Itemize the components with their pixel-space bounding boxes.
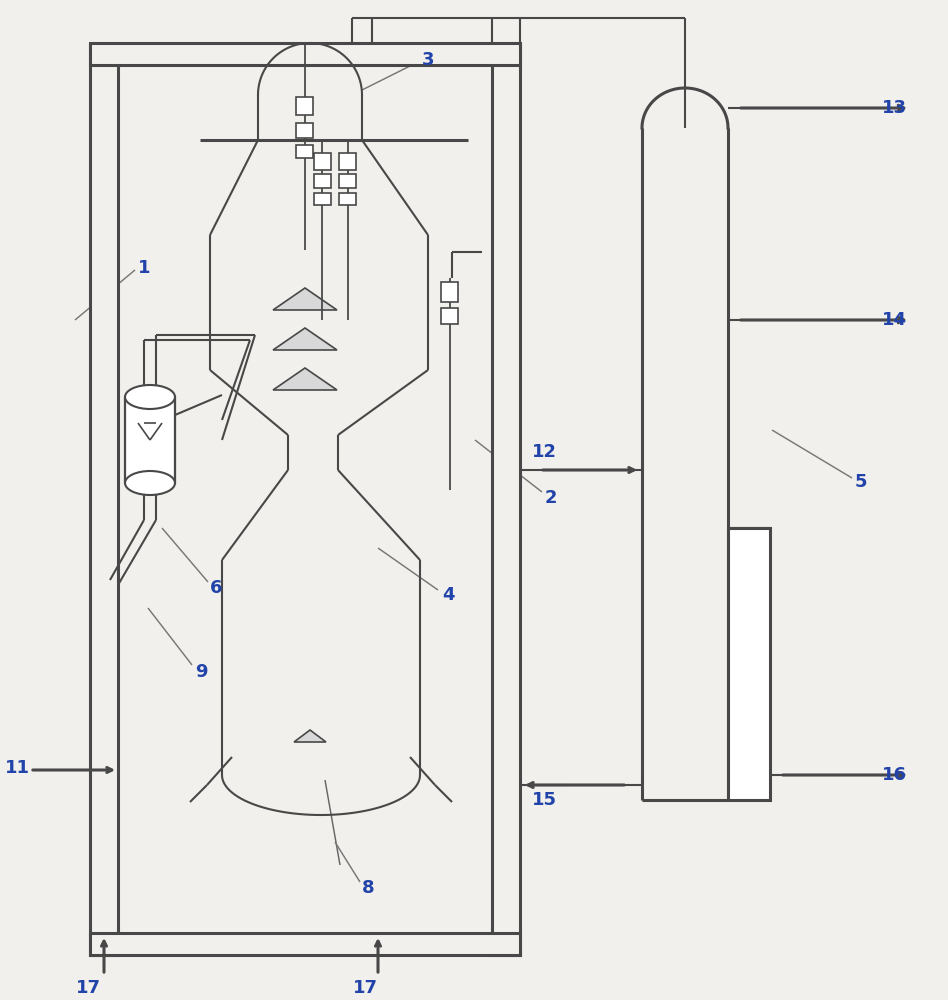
Polygon shape — [273, 288, 337, 310]
Ellipse shape — [125, 471, 175, 495]
Text: 1: 1 — [138, 259, 151, 277]
Bar — [339, 193, 356, 205]
Text: 17: 17 — [353, 979, 377, 997]
Ellipse shape — [125, 385, 175, 409]
Text: 4: 4 — [442, 586, 454, 604]
Text: 11: 11 — [5, 759, 30, 777]
Text: 16: 16 — [882, 766, 907, 784]
Bar — [442, 308, 459, 324]
Bar — [297, 97, 314, 115]
Bar — [728, 528, 770, 800]
Text: 13: 13 — [882, 99, 907, 117]
Bar — [90, 45, 118, 955]
Bar — [90, 933, 520, 955]
Bar — [442, 282, 459, 302]
Polygon shape — [294, 730, 326, 742]
Bar — [297, 123, 314, 138]
Bar — [314, 193, 331, 205]
Bar — [314, 153, 331, 170]
Text: 8: 8 — [362, 879, 374, 897]
Bar — [339, 174, 356, 188]
Text: 3: 3 — [422, 51, 434, 69]
Text: 2: 2 — [545, 489, 557, 507]
Bar — [339, 153, 356, 170]
Polygon shape — [273, 328, 337, 350]
Bar — [297, 145, 314, 158]
Text: 6: 6 — [210, 579, 223, 597]
Text: 15: 15 — [532, 791, 557, 809]
Polygon shape — [273, 368, 337, 390]
Text: 9: 9 — [195, 663, 208, 681]
Text: 14: 14 — [882, 311, 907, 329]
Text: 5: 5 — [855, 473, 867, 491]
Bar — [125, 397, 175, 483]
Bar — [90, 43, 520, 65]
Bar — [314, 174, 331, 188]
Text: 12: 12 — [532, 443, 557, 461]
Text: 17: 17 — [76, 979, 100, 997]
Bar — [492, 45, 520, 955]
